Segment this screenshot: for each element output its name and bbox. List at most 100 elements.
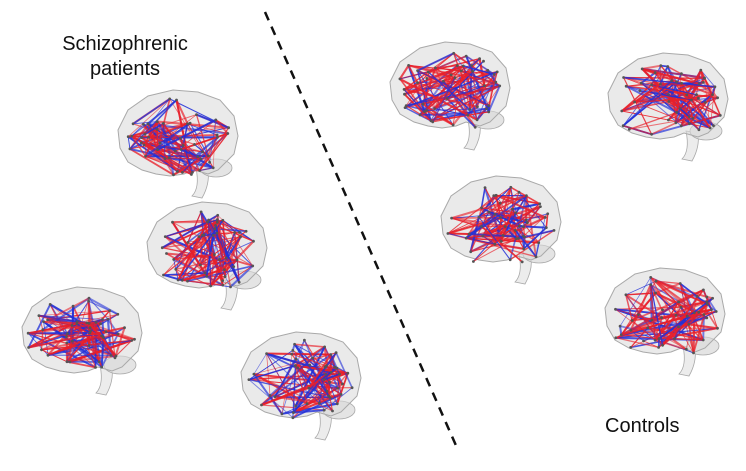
brain-node [27, 346, 30, 349]
brain-node [186, 241, 190, 244]
edge-red [173, 253, 215, 261]
edge-red [145, 155, 200, 172]
brain-node [449, 73, 453, 77]
brain-node [113, 356, 117, 360]
edge-red [615, 308, 652, 321]
edge-red [634, 97, 699, 103]
edge-red [159, 142, 201, 171]
brain-node [280, 412, 284, 416]
edge-red [292, 373, 340, 419]
edge-blue [619, 325, 623, 335]
brain-node [703, 101, 707, 104]
edge-red [473, 238, 517, 262]
brain-node [716, 96, 719, 100]
brain-node [97, 360, 101, 364]
edge-blue [478, 216, 511, 261]
edge-red [688, 323, 718, 330]
brain-node [162, 122, 165, 125]
edge-blue [504, 225, 517, 240]
edge-blue [129, 99, 178, 150]
brain-node [639, 81, 643, 85]
brain-node [211, 166, 215, 170]
brain-node [65, 360, 69, 364]
brain-node [199, 210, 203, 214]
brain-node [296, 366, 300, 370]
edge-red [705, 97, 718, 104]
brain-node [688, 122, 691, 126]
brain-node [331, 409, 334, 413]
brain-node [85, 321, 89, 325]
brain-node [65, 341, 69, 345]
brain-node [469, 250, 473, 254]
brain-node [455, 64, 459, 67]
edge-red [206, 221, 227, 259]
brain-node [537, 241, 541, 245]
edge-red [210, 257, 227, 287]
edge-blue [47, 339, 132, 356]
edge-red [157, 120, 229, 129]
brain-node [416, 81, 419, 85]
edge-red [631, 320, 656, 341]
brain-node [703, 77, 706, 80]
brain-node [229, 285, 232, 289]
brain-node [711, 296, 714, 300]
edge-red [667, 94, 678, 113]
brain-node [252, 372, 256, 376]
brain-node [697, 128, 701, 132]
brain-node [543, 216, 547, 219]
brain-node [100, 365, 104, 369]
edge-red [141, 142, 193, 174]
brain-node [524, 218, 528, 222]
brain-node [674, 121, 678, 125]
control-brain-network-4 [604, 267, 726, 377]
brain-node [452, 51, 456, 55]
edge-red [432, 111, 489, 123]
edge-red [87, 301, 92, 332]
brain-node [46, 353, 50, 357]
brain-node [291, 349, 295, 352]
brain-node [215, 218, 219, 222]
edge-blue [453, 53, 490, 106]
brain-node [232, 265, 236, 268]
brain-node [323, 365, 327, 369]
edge-red [206, 259, 238, 278]
brain-node [176, 278, 180, 282]
edge-blue [131, 124, 144, 137]
brain-node [459, 69, 463, 73]
edge-red [164, 157, 192, 176]
brain-node [341, 382, 344, 386]
brain-node [614, 336, 618, 340]
edge-blue [199, 167, 214, 172]
edge-red [40, 329, 44, 350]
edge-red [144, 121, 158, 135]
edge-red [212, 119, 217, 168]
brain-node [155, 120, 159, 123]
edge-blue [101, 319, 105, 338]
edge-red [700, 69, 714, 95]
brain-node [517, 190, 521, 194]
brain-node [221, 218, 225, 222]
edge-red [625, 294, 633, 321]
connectivity-edges [27, 297, 135, 369]
control-brain-network-1 [389, 41, 511, 151]
edge-blue [208, 219, 235, 267]
brain-node [108, 309, 111, 313]
brain-node [37, 314, 41, 317]
edge-blue [293, 409, 325, 414]
brain-node [198, 169, 202, 172]
brain-node [311, 356, 315, 360]
brain-node [168, 97, 172, 101]
brain-node [308, 363, 312, 367]
brain-node [224, 256, 228, 260]
edge-blue [463, 65, 495, 76]
brain-node [75, 322, 79, 326]
edge-red [620, 280, 657, 336]
brain-node [468, 108, 472, 111]
edge-red [336, 368, 342, 395]
edge-blue [447, 233, 495, 245]
brain-node [514, 237, 518, 241]
edge-red [404, 85, 500, 109]
brain-node [174, 267, 178, 271]
brain-node [642, 339, 645, 343]
edge-red [68, 325, 73, 363]
